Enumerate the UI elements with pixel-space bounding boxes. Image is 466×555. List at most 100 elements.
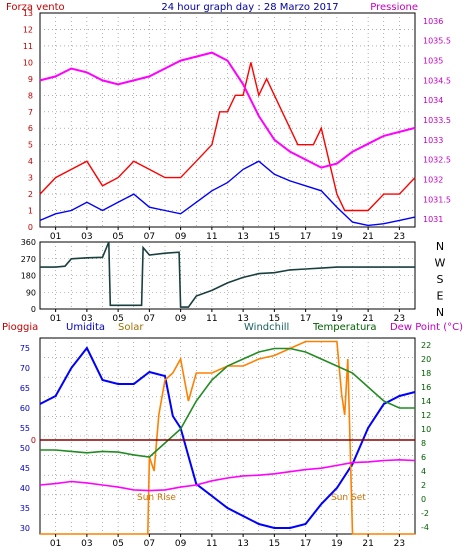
right-tick-label: 1035.5: [423, 37, 451, 46]
right-tick-label: 1032.5: [423, 156, 451, 165]
left-tick-label: 65: [20, 384, 30, 393]
x-tick-label: 13: [237, 232, 248, 242]
right-tick-label: 14: [421, 397, 431, 406]
right-tick-label: 1036: [423, 17, 443, 26]
legend-temperatura: Temperatura: [312, 322, 377, 333]
right-tick-label: 0: [421, 495, 426, 504]
x-tick-label: 15: [269, 314, 280, 324]
left-tick-label: 40: [20, 484, 30, 493]
compass-label: E: [437, 290, 444, 303]
x-tick-label: 11: [206, 539, 217, 549]
panel2-x-axis-ticks: 01 03 05 07 09 11 13 15 17 19 21 23: [50, 309, 405, 324]
right-tick-label: 1034.5: [423, 76, 451, 85]
panel2-grid: [40, 242, 415, 309]
right-tick-label: 2: [421, 481, 426, 490]
x-tick-label: 21: [362, 232, 373, 242]
legend-pioggia: Pioggia: [2, 322, 38, 333]
x-tick-label: 19: [331, 314, 343, 324]
right-tick-label: 1031: [423, 215, 443, 224]
annotation-sun-set: Sun Set: [331, 493, 366, 503]
x-tick-label: 23: [394, 232, 405, 242]
panel2-left-axis-ticks: 0 90 180 270 360: [21, 238, 36, 314]
panel2-series: [40, 241, 415, 308]
series-line-2: [40, 347, 415, 458]
left-tick-label: 5: [28, 141, 33, 150]
right-tick-label: 6: [421, 453, 426, 462]
series-line-0: [39, 62, 416, 212]
right-tick-label: 18: [421, 369, 431, 378]
x-tick-label: 19: [331, 232, 343, 242]
left-tick-label: 30: [20, 524, 30, 533]
panel1-right-axis-ticks: 1031 1031.5 1032 1032.5 1033 1033.5 1034 1034.5…: [423, 17, 451, 224]
right-tick-label: 16: [421, 383, 431, 392]
left-tick-label: 75: [20, 344, 30, 353]
x-tick-label: 09: [175, 539, 187, 549]
legend-umidita: Umidita: [66, 322, 105, 333]
right-tick-label: -4: [421, 523, 429, 532]
left-tick-label: 8: [28, 91, 33, 100]
x-tick-label: 17: [300, 314, 311, 324]
compass-label: S: [437, 273, 444, 286]
x-tick-label: 17: [300, 539, 311, 549]
right-tick-label: 1032: [423, 175, 443, 184]
panel1-left-label: Forza vento: [6, 2, 65, 13]
x-tick-label: 05: [112, 314, 123, 324]
x-tick-label: 13: [237, 314, 248, 324]
x-tick-label: 15: [269, 539, 280, 549]
left-tick-label: 60: [20, 404, 30, 413]
x-tick-label: 23: [394, 314, 405, 324]
x-tick-label: 01: [50, 314, 61, 324]
left-tick-label: 7: [28, 108, 33, 117]
x-tick-label: 03: [81, 232, 92, 242]
right-tick-label: 22: [421, 341, 431, 350]
right-tick-label: 8: [421, 439, 426, 448]
left-tick-label: 12: [23, 25, 33, 34]
compass-label: N: [436, 240, 444, 253]
left-tick-label: 1: [28, 207, 33, 216]
series-line-0: [40, 241, 415, 308]
x-tick-label: 15: [269, 232, 280, 242]
x-tick-label: 07: [144, 314, 155, 324]
panel1-right-label: Pressione: [370, 2, 418, 13]
left-tick-label: 3: [28, 174, 33, 183]
x-tick-label: 21: [362, 314, 373, 324]
series-line-3: [39, 458, 416, 492]
x-tick-label: 05: [112, 232, 123, 242]
right-tick-label: 4: [421, 467, 426, 476]
rain-zero-label: 0: [31, 436, 36, 445]
x-tick-label: 05: [112, 539, 123, 549]
left-tick-label: 45: [20, 464, 30, 473]
series-line-1: [39, 160, 416, 227]
right-tick-label: 1035: [423, 57, 443, 66]
left-tick-label: 50: [20, 444, 30, 453]
legend-dew-point: Dew Point (°C): [390, 322, 463, 333]
right-tick-label: 1033: [423, 136, 443, 145]
left-tick-label: 360: [21, 238, 36, 247]
panel1-title: 24 hour graph day : 28 Marzo 2017: [161, 2, 338, 13]
x-tick-label: 03: [81, 314, 92, 324]
compass-label: N: [436, 306, 444, 319]
series-line-0: [39, 346, 416, 529]
right-tick-label: 1034: [423, 96, 443, 105]
right-tick-label: 1033.5: [423, 116, 451, 125]
series-line-2: [39, 51, 416, 169]
x-tick-label: 19: [331, 539, 343, 549]
compass-label: W: [435, 257, 446, 270]
x-tick-label: 11: [206, 314, 217, 324]
x-tick-label: 07: [144, 539, 155, 549]
x-tick-label: 21: [362, 539, 373, 549]
panel1-plot-area: [39, 12, 416, 228]
right-tick-label: 12: [421, 411, 431, 420]
right-tick-label: 1031.5: [423, 195, 451, 204]
legend-solar: Solar: [118, 322, 144, 333]
left-tick-label: 70: [20, 364, 30, 373]
left-tick-label: 90: [26, 288, 36, 297]
panel3-left-axis-ticks: 30 35 40 45 50 55 60 65 70 75 0: [20, 344, 36, 533]
x-tick-label: 07: [144, 232, 155, 242]
left-tick-label: 0: [31, 305, 36, 314]
right-tick-label: 10: [421, 425, 431, 434]
left-tick-label: 35: [20, 504, 30, 513]
panel3-x-axis-ticks: 01 03 05 07 09 11 13 15 17 19 21 23: [50, 534, 405, 549]
